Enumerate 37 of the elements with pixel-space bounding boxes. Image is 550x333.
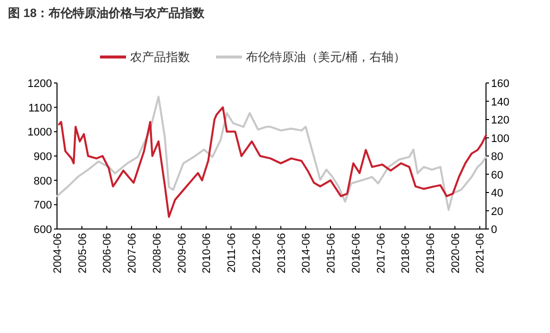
x-tick-label: 2017-06 bbox=[375, 233, 388, 274]
x-tick-label: 2019-06 bbox=[424, 233, 437, 274]
x-tick-label: 2014-06 bbox=[300, 233, 313, 274]
x-tick-label: 2012-06 bbox=[250, 233, 263, 274]
x-tick-label: 2010-06 bbox=[201, 233, 214, 274]
legend-label: 布伦特原油（美元/桶，右轴） bbox=[246, 50, 406, 64]
y-tick-label: 1100 bbox=[28, 102, 52, 114]
y2-tick-label: 60 bbox=[491, 169, 504, 182]
y2-tick-label: 160 bbox=[491, 78, 510, 90]
x-tick-label: 2009-06 bbox=[176, 233, 188, 274]
y2-tick-label: 140 bbox=[491, 96, 510, 108]
x-tick-label: 2015-06 bbox=[325, 233, 338, 274]
chart-title: 图 18：布伦特原油价格与农产品指数 bbox=[8, 6, 206, 20]
y-tick-label: 800 bbox=[34, 175, 52, 188]
y-tick-label: 1000 bbox=[28, 126, 52, 139]
x-tick-label: 2008-06 bbox=[151, 233, 164, 274]
x-tick-label: 2011-06 bbox=[226, 233, 238, 273]
x-tick-label: 2016-06 bbox=[350, 233, 362, 274]
x-tick-label: 2020-06 bbox=[450, 233, 462, 274]
y2-tick-label: 120 bbox=[491, 114, 510, 126]
y2-tick-label: 80 bbox=[491, 151, 504, 163]
legend-label: 农产品指数 bbox=[130, 50, 190, 64]
x-tick-label: 2005-06 bbox=[76, 233, 89, 274]
y-tick-label: 900 bbox=[34, 151, 52, 163]
y-tick-label: 1200 bbox=[28, 78, 52, 90]
x-tick-label: 2004-06 bbox=[52, 233, 64, 274]
y2-tick-label: 100 bbox=[491, 132, 510, 145]
y2-tick-label: 40 bbox=[491, 188, 504, 200]
x-tick-label: 2021-06 bbox=[474, 233, 487, 274]
y2-tick-label: 20 bbox=[491, 206, 504, 218]
x-tick-label: 2006-06 bbox=[102, 233, 114, 274]
y-tick-label: 600 bbox=[34, 224, 52, 236]
y-tick-label: 700 bbox=[34, 200, 52, 212]
y2-tick-label: 0 bbox=[491, 224, 498, 236]
x-tick-label: 2007-06 bbox=[126, 233, 139, 274]
x-tick-label: 2018-06 bbox=[400, 233, 412, 274]
x-tick-label: 2013-06 bbox=[276, 233, 288, 274]
